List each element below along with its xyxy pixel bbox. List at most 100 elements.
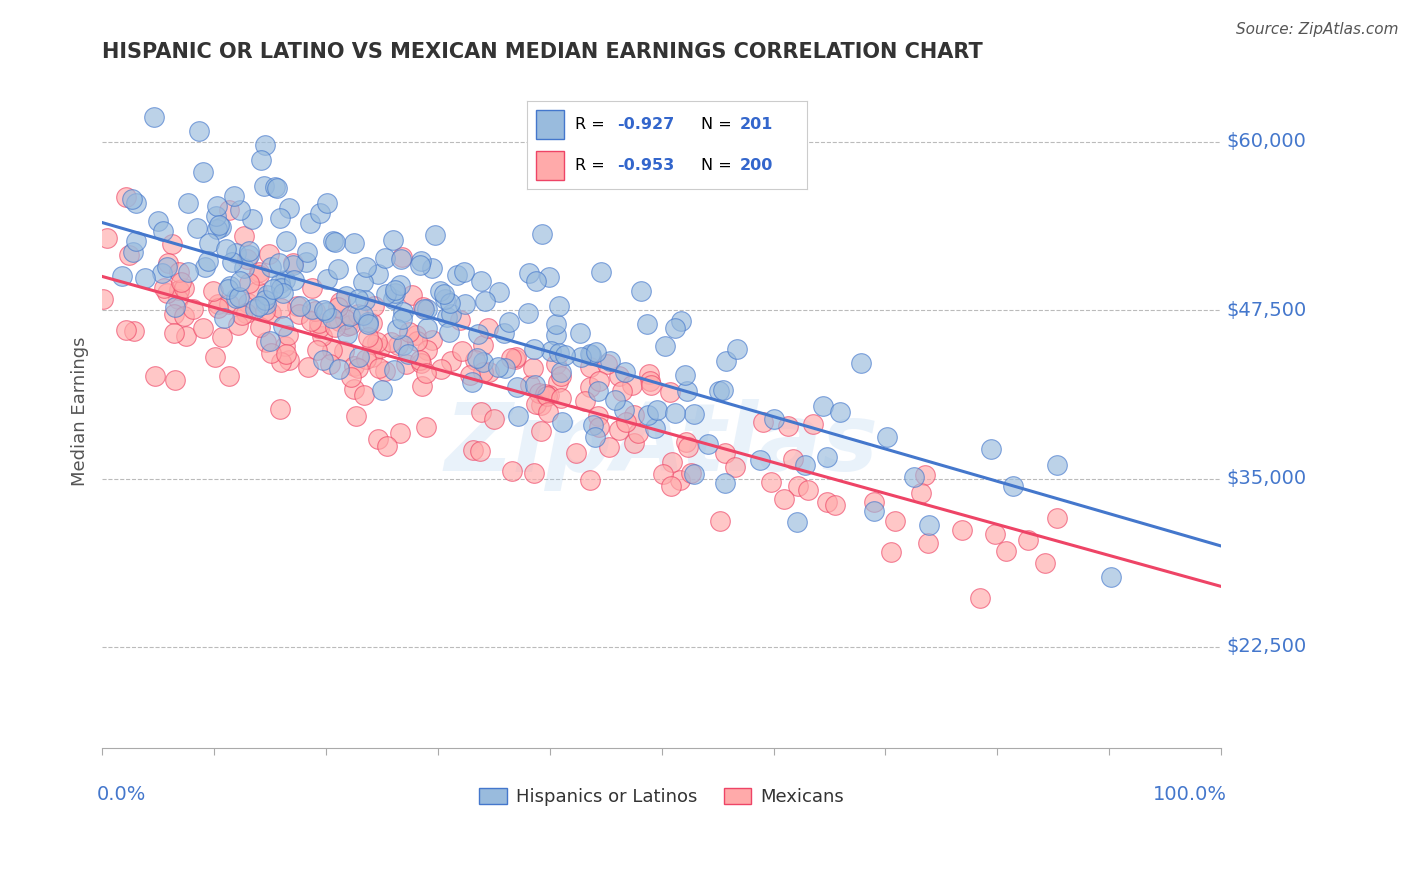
Hispanics or Latinos [382,363,405,377]
Mexicans [614,415,637,429]
Hispanics or Latinos [247,300,270,314]
Mexicans [388,425,411,440]
Mexicans [270,354,292,368]
Hispanics or Latinos [276,234,298,248]
Mexicans [547,376,569,390]
Mexicans [880,545,903,559]
Mexicans [361,336,384,351]
Hispanics or Latinos [391,338,413,352]
Mexicans [340,370,363,384]
Hispanics or Latinos [253,138,276,153]
Mexicans [285,299,308,313]
Mexicans [416,343,439,358]
Hispanics or Latinos [664,406,686,420]
Hispanics or Latinos [197,254,219,268]
Mexicans [259,306,281,320]
Hispanics or Latinos [420,261,443,276]
Mexicans [367,432,389,446]
Mexicans [501,465,523,479]
Text: $47,500: $47,500 [1226,301,1306,319]
Hispanics or Latinos [548,346,571,360]
Mexicans [610,384,633,398]
Mexicans [96,231,118,245]
Hispanics or Latinos [165,301,187,315]
Hispanics or Latinos [298,216,321,230]
Hispanics or Latinos [586,384,609,399]
Mexicans [162,237,184,252]
Mexicans [529,398,551,412]
Hispanics or Latinos [256,287,278,301]
Mexicans [339,318,361,333]
Hispanics or Latinos [269,211,291,225]
Mexicans [550,368,572,383]
Hispanics or Latinos [579,348,602,362]
Mexicans [724,459,747,474]
Mexicans [335,312,357,326]
Hispanics or Latinos [434,293,457,307]
Mexicans [211,330,233,344]
Hispanics or Latinos [474,294,496,309]
Hispanics or Latinos [357,315,380,329]
Mexicans [984,526,1007,541]
Hispanics or Latinos [436,310,458,324]
Hispanics or Latinos [208,219,231,233]
Hispanics or Latinos [571,350,593,364]
Hispanics or Latinos [389,252,412,267]
Hispanics or Latinos [221,254,243,268]
Mexicans [326,300,349,314]
Hispanics or Latinos [238,244,260,259]
Mexicans [236,252,259,267]
Hispanics or Latinos [645,403,668,417]
Mexicans [115,189,138,203]
Hispanics or Latinos [396,347,419,361]
Hispanics or Latinos [224,188,246,202]
Hispanics or Latinos [630,284,652,298]
Y-axis label: Median Earnings: Median Earnings [72,336,89,486]
Text: ZipAtlas: ZipAtlas [444,399,879,491]
Mexicans [360,351,382,365]
Mexicans [782,452,804,467]
Hispanics or Latinos [551,415,574,429]
Hispanics or Latinos [263,282,285,296]
Hispanics or Latinos [273,286,295,301]
Hispanics or Latinos [1001,479,1024,493]
Mexicans [357,330,380,344]
Hispanics or Latinos [263,180,285,194]
Mexicans [640,377,662,392]
Hispanics or Latinos [583,429,606,443]
Hispanics or Latinos [309,205,332,219]
Hispanics or Latinos [876,430,898,444]
Hispanics or Latinos [186,221,208,235]
Mexicans [380,335,402,350]
Mexicans [346,360,368,375]
Hispanics or Latinos [283,273,305,287]
Mexicans [308,321,330,335]
Hispanics or Latinos [467,327,489,342]
Mexicans [752,415,775,429]
Hispanics or Latinos [121,193,143,207]
Hispanics or Latinos [150,266,173,280]
Mexicans [249,320,271,334]
Mexicans [319,357,342,371]
Hispanics or Latinos [205,198,228,212]
Mexicans [659,479,682,493]
Mexicans [658,385,681,400]
Mexicans [367,361,389,376]
Mexicans [297,359,319,374]
Hispanics or Latinos [830,405,852,419]
Mexicans [247,265,270,279]
Mexicans [815,494,838,508]
Mexicans [451,344,474,359]
Hispanics or Latinos [384,283,406,297]
Mexicans [505,350,527,364]
Hispanics or Latinos [391,312,413,326]
Hispanics or Latinos [335,289,357,303]
Mexicans [173,309,195,323]
Hispanics or Latinos [654,339,676,353]
Hispanics or Latinos [524,274,547,288]
Hispanics or Latinos [465,351,488,365]
Mexicans [374,364,396,378]
Mexicans [661,455,683,469]
Hispanics or Latinos [328,261,350,276]
Hispanics or Latinos [217,282,239,296]
